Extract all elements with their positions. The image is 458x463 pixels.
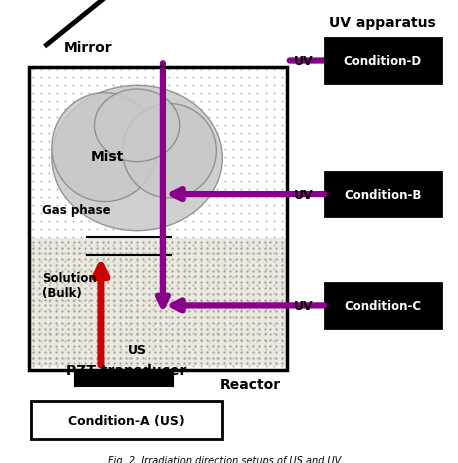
Ellipse shape [52,94,158,202]
FancyBboxPatch shape [325,39,441,84]
Text: Reactor: Reactor [220,377,281,391]
Ellipse shape [52,86,222,231]
Text: Mirror: Mirror [64,41,113,55]
Ellipse shape [94,90,180,163]
Text: UV: UV [294,299,314,312]
Text: Condition-A (US): Condition-A (US) [68,413,185,426]
FancyBboxPatch shape [31,401,222,439]
Text: PZT transducer: PZT transducer [66,363,187,377]
Ellipse shape [123,104,216,199]
Text: Gas phase: Gas phase [42,204,110,217]
Text: UV: UV [294,55,314,68]
Text: Condition-C: Condition-C [344,299,421,312]
Text: Fig. 2  Irradiation direction setups of US and UV...: Fig. 2 Irradiation direction setups of U… [108,455,350,463]
Text: Condition-B: Condition-B [344,188,421,201]
FancyBboxPatch shape [325,283,441,328]
Bar [75,370,173,386]
Text: US: US [128,344,147,357]
Text: Solution
(Bulk): Solution (Bulk) [42,272,97,300]
FancyBboxPatch shape [325,172,441,217]
Text: UV: UV [294,188,314,201]
Bar [28,239,287,366]
FancyBboxPatch shape [28,68,287,370]
Text: UV apparatus: UV apparatus [329,16,436,30]
Text: Condition-D: Condition-D [344,55,422,68]
Text: Mist: Mist [91,150,124,163]
